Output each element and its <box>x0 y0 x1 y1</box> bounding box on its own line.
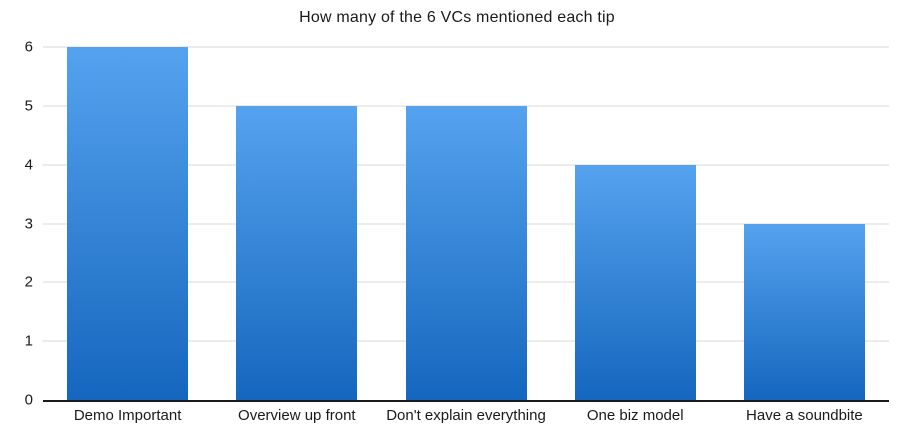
bar <box>574 164 696 400</box>
y-tick-label: 3 <box>24 215 33 232</box>
y-tick-label: 6 <box>24 38 33 56</box>
y-tick-label: 5 <box>24 97 33 115</box>
bar-column <box>43 47 212 400</box>
y-tick-label: 0 <box>24 391 33 409</box>
bar <box>743 223 865 400</box>
bar-column <box>551 47 720 400</box>
bar-column <box>720 47 889 400</box>
plot-area <box>43 46 889 402</box>
bar <box>67 47 189 400</box>
bar <box>405 105 527 400</box>
y-axis-tick-labels: 0 1 2 3 4 5 6 <box>0 40 33 408</box>
x-category-label: Overview up front <box>238 407 356 424</box>
y-tick-label: 1 <box>24 332 33 350</box>
chart-title: How many of the 6 VCs mentioned each tip <box>299 9 615 26</box>
bar-column <box>381 47 550 400</box>
bar <box>236 105 358 400</box>
grid-line <box>43 104 889 107</box>
x-category-label: Have a soundbite <box>746 407 863 424</box>
y-tick-label: 2 <box>24 273 33 291</box>
bar-column <box>212 47 381 400</box>
x-category-label: Don't explain everything <box>386 407 546 424</box>
grid-line <box>43 46 889 48</box>
x-axis-category-labels: Demo Important Overview up front Don't exp… <box>43 407 889 424</box>
x-category-label: Demo Important <box>73 407 182 424</box>
x-category-label: One biz model <box>586 407 684 424</box>
y-tick-label: 4 <box>24 156 33 174</box>
bars-group <box>43 47 889 400</box>
